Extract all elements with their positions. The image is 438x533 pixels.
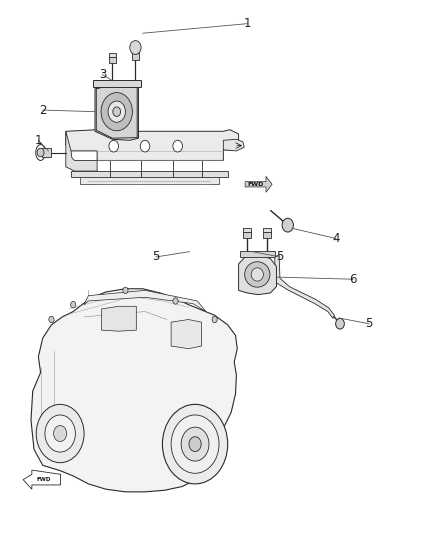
Ellipse shape [101,93,132,131]
Bar [263,231,271,238]
Text: 1: 1 [35,134,42,147]
Text: FWD: FWD [247,182,264,187]
Circle shape [36,405,84,463]
Bar [244,228,251,232]
Polygon shape [80,177,219,184]
Circle shape [71,302,76,308]
Circle shape [45,415,75,452]
Circle shape [53,425,67,441]
Polygon shape [95,84,138,140]
Circle shape [282,218,293,232]
Ellipse shape [36,144,46,160]
Text: 5: 5 [152,251,159,263]
Polygon shape [239,255,276,295]
Text: 4: 4 [332,232,339,245]
Bar [109,56,116,63]
Text: FWD: FWD [36,477,50,482]
Circle shape [181,427,209,461]
Polygon shape [93,80,141,87]
Circle shape [171,415,219,473]
Polygon shape [23,470,60,489]
Polygon shape [66,131,97,171]
Polygon shape [245,176,272,192]
Bar [42,148,51,157]
Polygon shape [223,139,244,151]
Text: 5: 5 [276,251,284,263]
Text: 5: 5 [365,317,373,330]
Circle shape [49,317,54,322]
Text: 6: 6 [349,273,357,286]
Circle shape [130,41,141,54]
Text: 2: 2 [39,103,46,117]
Bar [263,228,271,232]
Ellipse shape [251,268,263,281]
Polygon shape [71,171,228,177]
Polygon shape [275,255,334,318]
Bar [131,53,139,60]
Text: 1: 1 [244,17,251,30]
Polygon shape [240,251,275,257]
Circle shape [123,287,128,294]
Bar [244,231,251,238]
Polygon shape [66,130,239,160]
Circle shape [162,405,228,484]
Circle shape [212,317,217,322]
Circle shape [173,298,178,304]
Ellipse shape [245,262,270,287]
Polygon shape [31,289,237,492]
Ellipse shape [108,101,125,122]
Bar [131,49,139,53]
Circle shape [189,437,201,451]
Circle shape [173,140,183,152]
Circle shape [140,140,150,152]
Text: 3: 3 [99,68,106,81]
Polygon shape [96,85,137,138]
Circle shape [336,318,344,329]
Polygon shape [171,319,201,349]
Polygon shape [84,290,206,312]
Ellipse shape [113,107,120,116]
Bar [109,53,116,57]
Circle shape [109,140,118,152]
Polygon shape [102,306,136,331]
Circle shape [37,148,44,157]
